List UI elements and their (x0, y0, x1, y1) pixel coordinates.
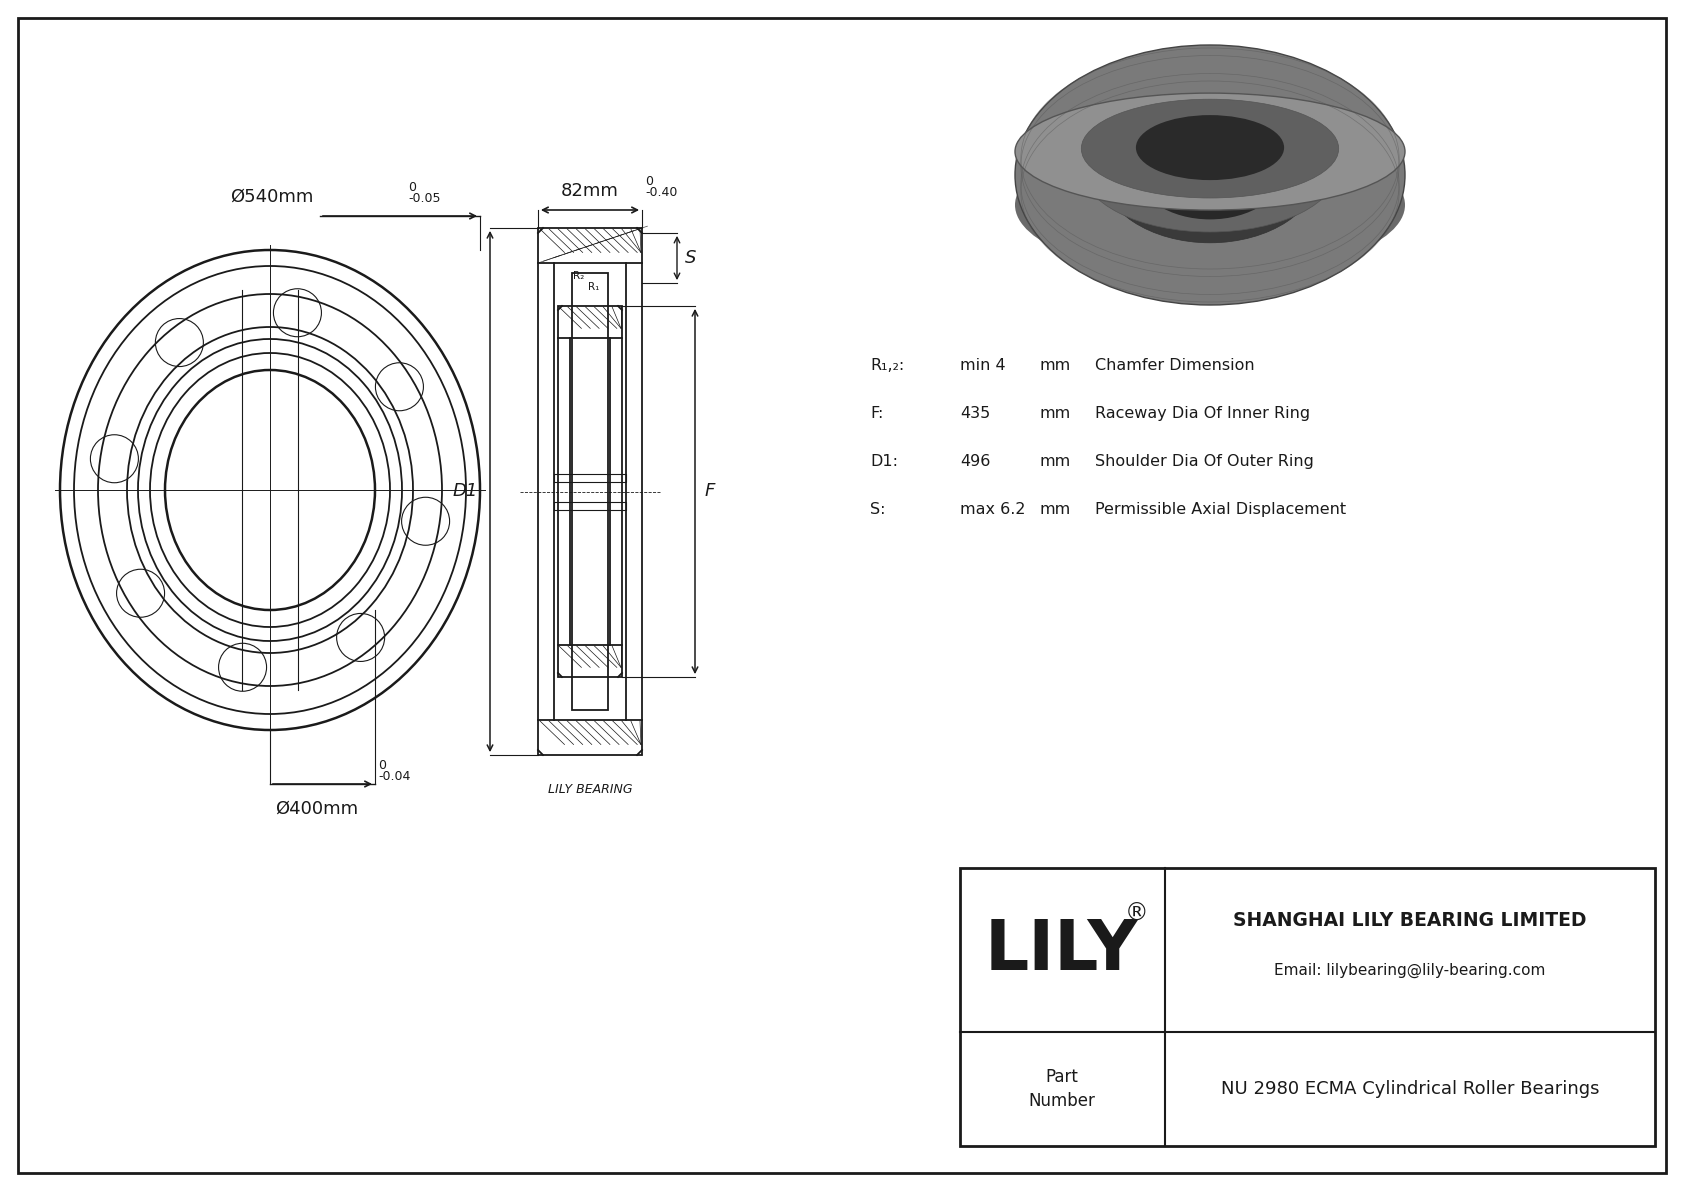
Bar (960, 868, 1655, 1146)
Text: 0: 0 (408, 181, 416, 194)
Text: -0.05: -0.05 (408, 192, 441, 205)
Text: D1:: D1: (871, 454, 898, 469)
Ellipse shape (1137, 120, 1285, 219)
Text: min 4: min 4 (960, 358, 1005, 373)
Text: 0: 0 (377, 759, 386, 772)
Ellipse shape (1081, 99, 1339, 198)
Bar (537, 227, 642, 263)
Bar (554, 501, 626, 510)
Text: S:: S: (871, 501, 886, 517)
Ellipse shape (1081, 102, 1339, 232)
Text: R₁,₂:: R₁,₂: (871, 358, 904, 373)
Bar (573, 273, 608, 710)
Text: 496: 496 (960, 454, 990, 469)
Text: -0.04: -0.04 (377, 771, 411, 782)
Text: R₂: R₂ (573, 272, 584, 281)
Text: Raceway Dia Of Inner Ring: Raceway Dia Of Inner Ring (1095, 406, 1310, 420)
Text: S: S (685, 249, 697, 267)
Text: LILY BEARING: LILY BEARING (547, 782, 632, 796)
Bar (537, 721, 642, 755)
Ellipse shape (1137, 116, 1285, 180)
Text: ®: ® (1125, 902, 1148, 925)
Text: mm: mm (1041, 406, 1071, 420)
Text: Chamfer Dimension: Chamfer Dimension (1095, 358, 1255, 373)
Ellipse shape (1101, 98, 1319, 243)
Text: Part
Number: Part Number (1029, 1067, 1095, 1110)
Text: R₁: R₁ (588, 282, 600, 292)
Ellipse shape (1015, 45, 1404, 305)
Bar (557, 306, 621, 338)
Text: NU 2980 ECMA Cylindrical Roller Bearings: NU 2980 ECMA Cylindrical Roller Bearings (1221, 1080, 1600, 1098)
Text: Ø540mm: Ø540mm (231, 188, 313, 206)
Text: 435: 435 (960, 406, 990, 420)
Text: mm: mm (1041, 454, 1071, 469)
Text: D1: D1 (453, 482, 478, 500)
Text: -0.40: -0.40 (645, 186, 677, 199)
Text: 82mm: 82mm (561, 182, 620, 200)
Text: F: F (706, 482, 716, 500)
Text: Ø400mm: Ø400mm (274, 800, 359, 818)
Text: mm: mm (1041, 501, 1071, 517)
Text: LILY: LILY (985, 917, 1138, 984)
Text: SHANGHAI LILY BEARING LIMITED: SHANGHAI LILY BEARING LIMITED (1233, 910, 1586, 929)
Ellipse shape (1015, 93, 1404, 210)
Ellipse shape (1015, 133, 1404, 276)
Bar (557, 646, 621, 676)
Text: Shoulder Dia Of Outer Ring: Shoulder Dia Of Outer Ring (1095, 454, 1314, 469)
Text: mm: mm (1041, 358, 1071, 373)
Text: max 6.2: max 6.2 (960, 501, 1026, 517)
Text: F:: F: (871, 406, 884, 420)
Text: Email: lilybearing@lily-bearing.com: Email: lilybearing@lily-bearing.com (1275, 962, 1546, 978)
Bar (554, 474, 626, 481)
Text: 0: 0 (645, 175, 653, 188)
Text: Permissible Axial Displacement: Permissible Axial Displacement (1095, 501, 1346, 517)
